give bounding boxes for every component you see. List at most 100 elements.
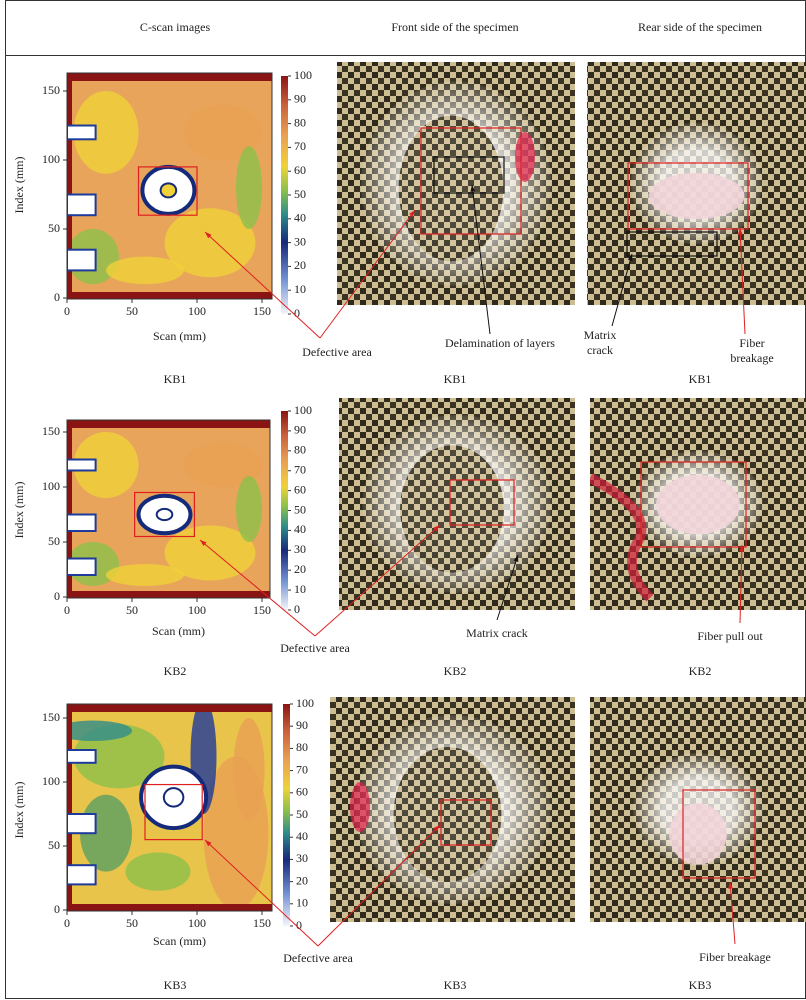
y-tick-label: 100 <box>42 152 60 166</box>
colorbar-tick-label: 90 <box>294 92 306 106</box>
colorbar <box>283 704 290 926</box>
heatmap-region <box>236 146 262 229</box>
colorbar-tick-label: 80 <box>294 443 306 457</box>
photo-content <box>590 697 806 922</box>
rear-photo <box>587 62 806 305</box>
front-label: KB1 <box>444 372 467 386</box>
marker-stain <box>515 132 535 182</box>
marker-stain <box>350 782 370 832</box>
damage-zone <box>400 445 504 572</box>
y-tick-label: 150 <box>42 710 60 724</box>
rear-label: KB3 <box>689 978 712 992</box>
photo-content <box>330 697 575 922</box>
front-photo <box>330 697 575 922</box>
front-photo <box>339 398 575 610</box>
colorbar-tick-label: 90 <box>296 718 308 732</box>
x-tick-label: 50 <box>126 304 138 318</box>
notch <box>67 750 96 763</box>
defect-core <box>161 183 177 197</box>
defect-annotation: Defective area <box>260 641 370 656</box>
colorbar-tick-label: 70 <box>294 139 306 153</box>
colorbar-tick-label: 80 <box>296 740 308 754</box>
heatmap-region <box>54 721 132 741</box>
photo-content <box>590 398 806 610</box>
colorbar-tick-label: 40 <box>294 522 306 536</box>
colorbar-tick-label: 80 <box>294 115 306 129</box>
colorbar-tick-label: 30 <box>294 234 306 248</box>
x-tick-label: 0 <box>64 916 70 930</box>
heatmap-edge <box>67 420 270 428</box>
rear-label: KB2 <box>689 664 712 678</box>
colorbar-tick-label: 10 <box>294 582 306 596</box>
notch <box>67 559 96 576</box>
y-tick-label: 100 <box>42 774 60 788</box>
heatmap-region <box>236 476 262 542</box>
x-tick-label: 100 <box>188 603 206 617</box>
photo-content <box>337 62 575 305</box>
x-tick-label: 150 <box>253 304 271 318</box>
x-tick-label: 50 <box>126 916 138 930</box>
colorbar-tick-label: 0 <box>294 306 300 320</box>
y-tick-label: 0 <box>54 902 60 916</box>
fiber-tuft <box>656 475 740 535</box>
y-axis-title: Index (mm) <box>12 157 26 214</box>
colorbar-tick-label: 20 <box>294 562 306 576</box>
y-axis-title: Index (mm) <box>12 482 26 539</box>
colorbar-tick-label: 100 <box>294 403 312 417</box>
y-tick-label: 0 <box>54 290 60 304</box>
heatmap-edge <box>67 73 272 81</box>
y-tick-label: 100 <box>42 479 60 493</box>
y-tick-label: 0 <box>54 589 60 603</box>
figure: C-scan images Front side of the specimen… <box>0 0 806 1000</box>
colorbar-tick-label: 40 <box>294 211 306 225</box>
y-tick-label: 150 <box>42 83 60 97</box>
heatmap-region <box>106 564 184 586</box>
x-axis-title: Scan (mm) <box>152 624 205 638</box>
colorbar-tick-label: 60 <box>294 482 306 496</box>
defect-annotation: Defective area <box>282 345 392 360</box>
x-tick-label: 150 <box>253 916 271 930</box>
damage-zone <box>394 747 502 882</box>
notch <box>67 250 96 271</box>
colorbar-tick-label: 70 <box>296 762 308 776</box>
fiber-tuft <box>649 173 745 219</box>
colorbar-tick-label: 0 <box>294 602 300 616</box>
defect-core <box>164 788 184 806</box>
colorbar-tick-label: 50 <box>294 502 306 516</box>
notch <box>67 460 96 471</box>
rear-photo <box>590 398 806 610</box>
defect-annotation: Defective area <box>263 951 373 966</box>
photo-content <box>587 62 806 305</box>
notch <box>67 195 96 216</box>
front-annotation: Matrix crack <box>452 626 542 641</box>
damage-zone <box>399 116 504 262</box>
y-tick-label: 50 <box>48 221 60 235</box>
colorbar <box>281 411 288 610</box>
heatmap-edge <box>67 904 272 911</box>
colorbar-tick-label: 60 <box>294 163 306 177</box>
notch <box>67 515 96 532</box>
y-tick-label: 150 <box>42 424 60 438</box>
front-annotation: Delamination of layers <box>445 336 555 351</box>
heatmap-edge <box>67 292 272 299</box>
rear-annotation: Fiber breakage <box>717 336 787 366</box>
x-tick-label: 100 <box>188 916 206 930</box>
cscan-label: KB1 <box>164 372 187 386</box>
colorbar-tick-label: 50 <box>296 807 308 821</box>
heatmap-region <box>106 257 184 285</box>
colorbar-tick-label: 30 <box>294 542 306 556</box>
rear-photo <box>590 697 806 922</box>
x-tick-label: 150 <box>253 603 271 617</box>
figure-canvas: C-scan images Front side of the specimen… <box>0 0 806 1000</box>
colorbar-tick-label: 40 <box>296 829 308 843</box>
heatmap <box>67 420 270 598</box>
cscan-label: KB2 <box>164 664 187 678</box>
cscan-image <box>54 699 272 911</box>
rear-annotation: Fiber breakage <box>685 950 785 965</box>
x-tick-label: 50 <box>126 603 138 617</box>
x-axis-title: Scan (mm) <box>153 934 206 948</box>
heatmap-edge <box>67 591 270 598</box>
notch <box>67 814 96 833</box>
x-tick-label: 100 <box>188 304 206 318</box>
heatmap-region <box>126 852 191 890</box>
